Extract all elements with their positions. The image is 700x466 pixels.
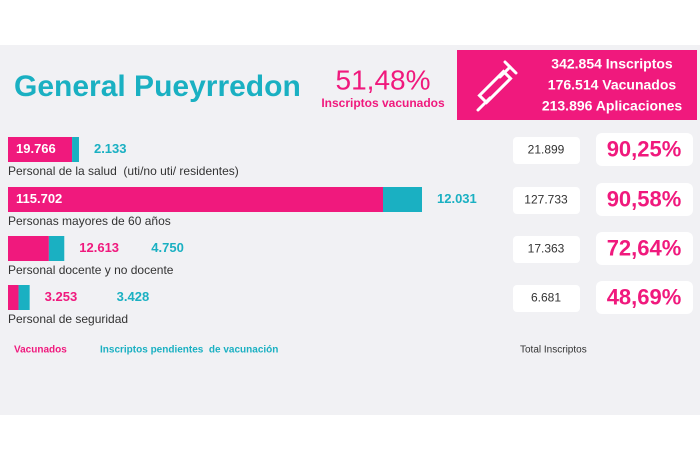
percent-box [596, 281, 693, 314]
value-label: 12.613 [79, 240, 119, 255]
summary-line: 342.854 Inscriptos [551, 56, 673, 72]
percent-box [596, 133, 693, 166]
headline-label: Inscriptos vacunados [321, 96, 445, 110]
value-label: 2.133 [94, 141, 127, 156]
value-label: 115.702 [16, 191, 62, 206]
value-label: 3.253 [45, 289, 78, 304]
totals-label: Total Inscriptos [520, 345, 587, 356]
percent-box [596, 232, 693, 265]
bar-segment [8, 137, 73, 162]
percent-value: 48,69% [607, 284, 682, 309]
legend-entry: Vacunados [14, 345, 67, 356]
category-label: Personas mayores de 60 años [8, 214, 171, 228]
total-box [513, 187, 580, 214]
total-box [513, 285, 580, 312]
total-value: 21.899 [528, 143, 565, 157]
summary-line: 213.896 Aplicaciones [542, 98, 683, 114]
bar-segment [8, 285, 19, 310]
bar-segment [18, 285, 30, 310]
category-label: Personal de la salud (uti/no uti/ reside… [8, 164, 239, 178]
percent-box [596, 183, 693, 216]
total-value: 127.733 [524, 193, 568, 207]
category-label: Personal de seguridad [8, 312, 128, 326]
syringe-icon [476, 60, 518, 112]
summary-line: 176.514 Vacunados [548, 77, 677, 93]
legend-entry: Inscriptos pendientes de vacunación [100, 345, 278, 356]
percent-value: 72,64% [607, 235, 682, 260]
bar-segment [383, 187, 422, 212]
category-label: Personal docente y no docente [8, 263, 174, 277]
value-label: 3.428 [117, 289, 150, 304]
value-label: 19.766 [16, 141, 56, 156]
bar-segment [72, 137, 79, 162]
summary-box [457, 50, 697, 120]
total-value: 6.681 [531, 291, 561, 305]
bar-segment [8, 236, 49, 261]
headline-value: 51,48% [336, 64, 431, 95]
total-value: 17.363 [528, 242, 565, 256]
percent-value: 90,58% [607, 186, 682, 211]
total-box [513, 137, 580, 164]
percent-value: 90,25% [607, 136, 682, 161]
total-box [513, 236, 580, 263]
bar-segment [8, 187, 384, 212]
bar-segment [48, 236, 65, 261]
value-label: 4.750 [151, 240, 184, 255]
value-label: 12.031 [437, 191, 477, 206]
title: General Pueyrredon [14, 70, 301, 103]
